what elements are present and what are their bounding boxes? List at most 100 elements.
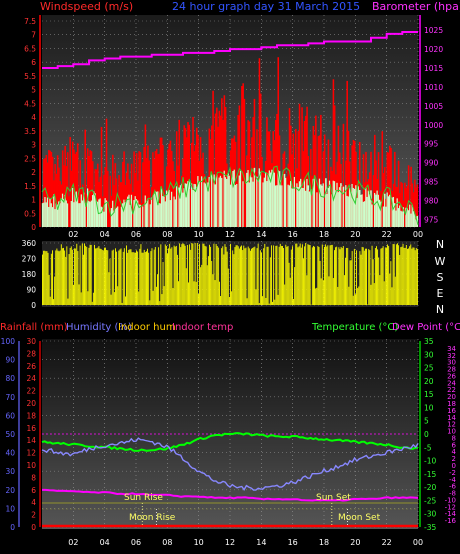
direction-mark: [144, 252, 146, 305]
wind-bar: [297, 131, 300, 227]
humidity-tick-label: 60: [5, 411, 15, 420]
direction-mark: [54, 276, 56, 305]
wind-bar: [138, 151, 140, 227]
wind-bar: [219, 115, 222, 227]
wind-avg-bar: [352, 187, 355, 227]
wind-tick-label: 7.5: [24, 17, 36, 26]
wind-bar: [142, 162, 144, 227]
wind-tick-label: 1: [31, 196, 36, 205]
wind-avg-bar: [198, 181, 201, 227]
wind-avg-bar: [415, 219, 417, 227]
wind-bar: [305, 115, 307, 227]
wind-bar: [407, 165, 410, 227]
wind-avg-bar: [182, 192, 184, 227]
direction-mark: [53, 299, 55, 305]
direction-mark: [107, 250, 109, 305]
direction-mark: [404, 247, 406, 305]
wind-avg-bar: [150, 197, 153, 227]
wind-bar: [133, 151, 135, 227]
wind-bar: [416, 184, 419, 227]
wind-bar: [119, 182, 122, 227]
wind-bar: [155, 148, 158, 227]
hour-tick-label: 16: [288, 230, 298, 239]
wind-avg-bar: [392, 196, 395, 227]
direction-mark: [81, 243, 83, 305]
direction-mark: [246, 298, 248, 305]
wind-avg-bar: [409, 204, 411, 227]
hour-tick-label: 08: [162, 538, 172, 547]
wind-avg-bar: [120, 206, 123, 227]
wind-bar: [320, 114, 322, 227]
wind-bar: [49, 150, 51, 227]
wind-avg-bar: [357, 186, 360, 227]
wind-avg-bar: [290, 181, 292, 227]
direction-mark: [293, 298, 294, 305]
hour-tick-label: 12: [225, 230, 235, 239]
temperature-tick-label: -25: [424, 496, 436, 505]
wind-bar: [353, 141, 356, 227]
wind-avg-bar: [213, 174, 216, 227]
direction-mark: [355, 294, 356, 305]
wind-avg-bar: [277, 170, 280, 227]
wind-avg-bar: [187, 181, 189, 227]
wind-avg-bar: [291, 188, 293, 227]
direction-mark: [61, 248, 63, 305]
wind-bar: [187, 122, 189, 227]
wind-avg-bar: [180, 183, 183, 227]
wind-avg-bar: [256, 176, 258, 227]
wind-bar: [347, 130, 350, 227]
direction-mark: [327, 245, 329, 305]
direction-mark: [248, 248, 250, 305]
direction-mark: [217, 247, 219, 305]
direction-mark: [203, 243, 205, 305]
wind-avg-bar: [75, 191, 78, 227]
wind-avg-bar: [188, 181, 191, 227]
wind-avg-bar: [262, 182, 264, 227]
wind-bar: [395, 186, 397, 227]
wind-avg-bar: [190, 183, 193, 227]
hour-tick-label: 04: [100, 230, 110, 239]
wind-avg-bar: [272, 170, 275, 227]
wind-avg-bar: [321, 185, 323, 227]
wind-avg-bar: [264, 172, 267, 227]
direction-mark: [69, 248, 71, 305]
dew-tick-label: 32: [447, 352, 456, 360]
wind-avg-bar: [376, 190, 379, 227]
direction-mark: [186, 245, 188, 305]
wind-avg-bar: [159, 203, 162, 227]
direction-mark: [215, 244, 217, 305]
direction-mark: [231, 291, 233, 305]
wind-bar: [103, 174, 105, 227]
direction-mark: [167, 253, 168, 305]
direction-mark: [319, 260, 321, 305]
direction-mark: [338, 247, 340, 305]
wind-avg-bar: [49, 198, 51, 227]
wind-avg-bar: [305, 190, 307, 227]
direction-mark: [296, 243, 298, 305]
wind-bar: [118, 174, 120, 227]
direction-mark: [361, 246, 363, 305]
direction-mark: [88, 247, 90, 305]
wind-bar: [105, 118, 108, 227]
wind-bar: [113, 185, 115, 227]
wind-avg-bar: [90, 200, 93, 227]
direction-mark: [68, 254, 70, 305]
direction-mark: [383, 281, 385, 305]
direction-mark: [303, 258, 304, 305]
direction-mark: [94, 244, 95, 305]
wind-bar: [343, 189, 346, 227]
wind-bar: [145, 158, 148, 227]
wind-tick-label: 6: [31, 58, 36, 67]
wind-avg-bar: [268, 170, 271, 227]
rain-tick-label: 12: [26, 449, 36, 458]
direction-mark: [137, 251, 139, 305]
direction-mark: [108, 272, 110, 305]
direction-mark: [161, 294, 163, 305]
wind-bar: [401, 183, 404, 227]
wind-avg-bar: [174, 199, 177, 227]
direction-mark: [234, 247, 236, 305]
direction-mark: [86, 246, 88, 305]
wind-avg-bar: [89, 201, 92, 227]
dew-point-line: [42, 488, 419, 502]
direction-mark: [374, 248, 376, 305]
